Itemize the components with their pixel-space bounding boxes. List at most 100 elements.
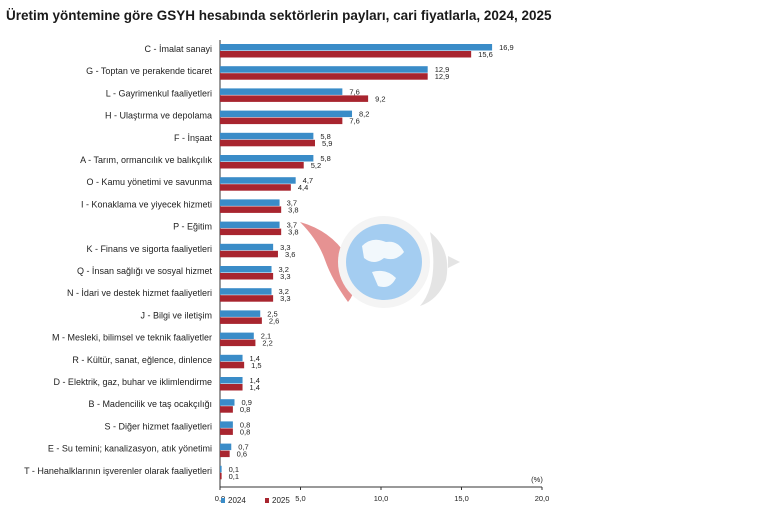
data-label-2025: 7,6	[349, 117, 359, 126]
bar-2025	[220, 317, 262, 324]
bar-2025	[220, 184, 291, 191]
bar-2024	[220, 177, 296, 184]
data-label-2025: 9,2	[375, 94, 385, 103]
data-label-2024: 3,2	[279, 287, 289, 296]
bar-2025	[220, 250, 278, 258]
data-label-2024: 2,1	[261, 332, 271, 341]
bar-2024	[220, 399, 235, 406]
legend-label-2024: 2024	[228, 496, 246, 505]
bar-2024	[220, 44, 493, 51]
data-label-2025: 1,5	[251, 361, 261, 370]
data-label-2024: 3,2	[279, 265, 289, 274]
bar-2025	[220, 95, 369, 102]
x-tick-label: 10,0	[374, 494, 389, 503]
category-label: E - Su temini; kanalizasyon, atık yöneti…	[48, 444, 212, 454]
bar-2024	[220, 66, 428, 73]
category-label: F - İnşaat	[174, 133, 213, 143]
bar-2025	[220, 472, 222, 480]
bar-2025	[220, 139, 315, 147]
category-label: R - Kültür, sanat, eğlence, dinlence	[72, 355, 212, 365]
category-label: O - Kamu yönetimi ve savunma	[86, 177, 212, 187]
data-label-2025: 12,9	[435, 72, 450, 81]
data-label-2024: 12,9	[435, 65, 450, 74]
bar-2024	[220, 310, 261, 317]
data-label-2024: 4,7	[303, 176, 313, 185]
category-label: B - Madencilik ve taş ocakçılığı	[88, 399, 212, 409]
bar-2025	[220, 117, 343, 125]
bar-2025	[220, 273, 274, 280]
data-label-2025: 3,3	[280, 272, 290, 281]
bar-2024	[220, 443, 232, 451]
category-label: L - Gayrimenkul faaliyetleri	[106, 88, 212, 98]
data-label-2024: 3,7	[287, 198, 297, 207]
bar-2024	[220, 243, 274, 251]
category-label: M - Mesleki, bilimsel ve teknik faaliyet…	[52, 333, 212, 343]
data-label-2024: 0,8	[240, 420, 250, 429]
unit-label: (%)	[531, 475, 543, 484]
data-label-2025: 2,2	[262, 339, 272, 348]
x-tick-label: 20,0	[535, 494, 550, 503]
bar-2025	[220, 162, 304, 169]
data-label-2025: 3,6	[285, 250, 295, 259]
bar-2024	[220, 354, 243, 362]
category-label: P - Eğitim	[173, 222, 212, 232]
bar-2025	[220, 51, 472, 58]
bar-2025	[220, 406, 233, 413]
data-label-2025: 3,8	[288, 228, 298, 237]
data-label-2025: 1,4	[250, 383, 260, 392]
data-label-2025: 3,8	[288, 205, 298, 214]
globe-logo-icon	[300, 216, 460, 308]
data-label-2024: 1,4	[250, 354, 260, 363]
category-label: D - Elektrik, gaz, buhar ve iklimlendirm…	[53, 377, 212, 387]
bar-2025	[220, 339, 256, 347]
bar-2025	[220, 361, 245, 369]
bar-2024	[220, 132, 314, 140]
data-label-2024: 5,8	[320, 154, 330, 163]
data-label-2024: 3,7	[287, 221, 297, 230]
category-label: K - Finans ve sigorta faaliyetleri	[86, 244, 212, 254]
bar-2024	[220, 421, 233, 428]
bar-2025	[220, 206, 282, 213]
data-label-2024: 7,6	[349, 87, 359, 96]
bar-2024	[220, 110, 353, 118]
data-label-2025: 3,3	[280, 294, 290, 303]
category-label: H - Ulaştırma ve depolama	[105, 111, 212, 121]
bar-2024	[220, 155, 314, 162]
data-label-2025: 5,2	[311, 161, 321, 170]
bar-2025	[220, 450, 230, 458]
x-tick-label: 15,0	[454, 494, 469, 503]
data-label-2025: 4,4	[298, 183, 308, 192]
category-label: N - İdari ve destek hizmet faaliyetleri	[67, 288, 212, 298]
legend-swatch-2025	[265, 498, 269, 503]
bar-2025	[220, 295, 274, 302]
category-label: Q - İnsan sağlığı ve sosyal hizmet	[77, 266, 213, 276]
data-label-2024: 0,7	[238, 443, 248, 452]
x-tick-label: 5,0	[295, 494, 305, 503]
category-label: A - Tarım, ormancılık ve balıkçılık	[80, 155, 212, 165]
data-label-2024: 0,9	[241, 398, 251, 407]
category-label: C - İmalat sanayi	[144, 44, 212, 54]
legend-swatch-2024	[221, 498, 225, 503]
category-label: T - Hanehalklarının işverenler olarak fa…	[24, 466, 212, 476]
bar-2025	[220, 73, 428, 80]
bar-2024	[220, 88, 343, 95]
x-tick-label: 0,0	[215, 494, 225, 503]
category-label: J - Bilgi ve iletişim	[140, 310, 212, 320]
bar-2024	[220, 288, 272, 295]
data-label-2025: 0,6	[237, 450, 247, 459]
data-label-2024: 0,1	[229, 465, 239, 474]
bar-2024	[220, 199, 280, 206]
bar-2025	[220, 228, 282, 236]
data-label-2025: 15,6	[478, 50, 493, 59]
data-label-2024: 3,3	[280, 243, 290, 252]
data-label-2024: 8,2	[359, 110, 369, 119]
data-label-2025: 5,9	[322, 139, 332, 148]
category-label: G - Toptan ve perakende ticaret	[86, 66, 212, 76]
data-label-2025: 2,6	[269, 316, 279, 325]
data-label-2024: 16,9	[499, 43, 514, 52]
bar-2024	[220, 465, 222, 473]
data-label-2024: 2,5	[267, 309, 277, 318]
data-label-2024: 5,8	[320, 132, 330, 141]
data-label-2025: 0,8	[240, 405, 250, 414]
